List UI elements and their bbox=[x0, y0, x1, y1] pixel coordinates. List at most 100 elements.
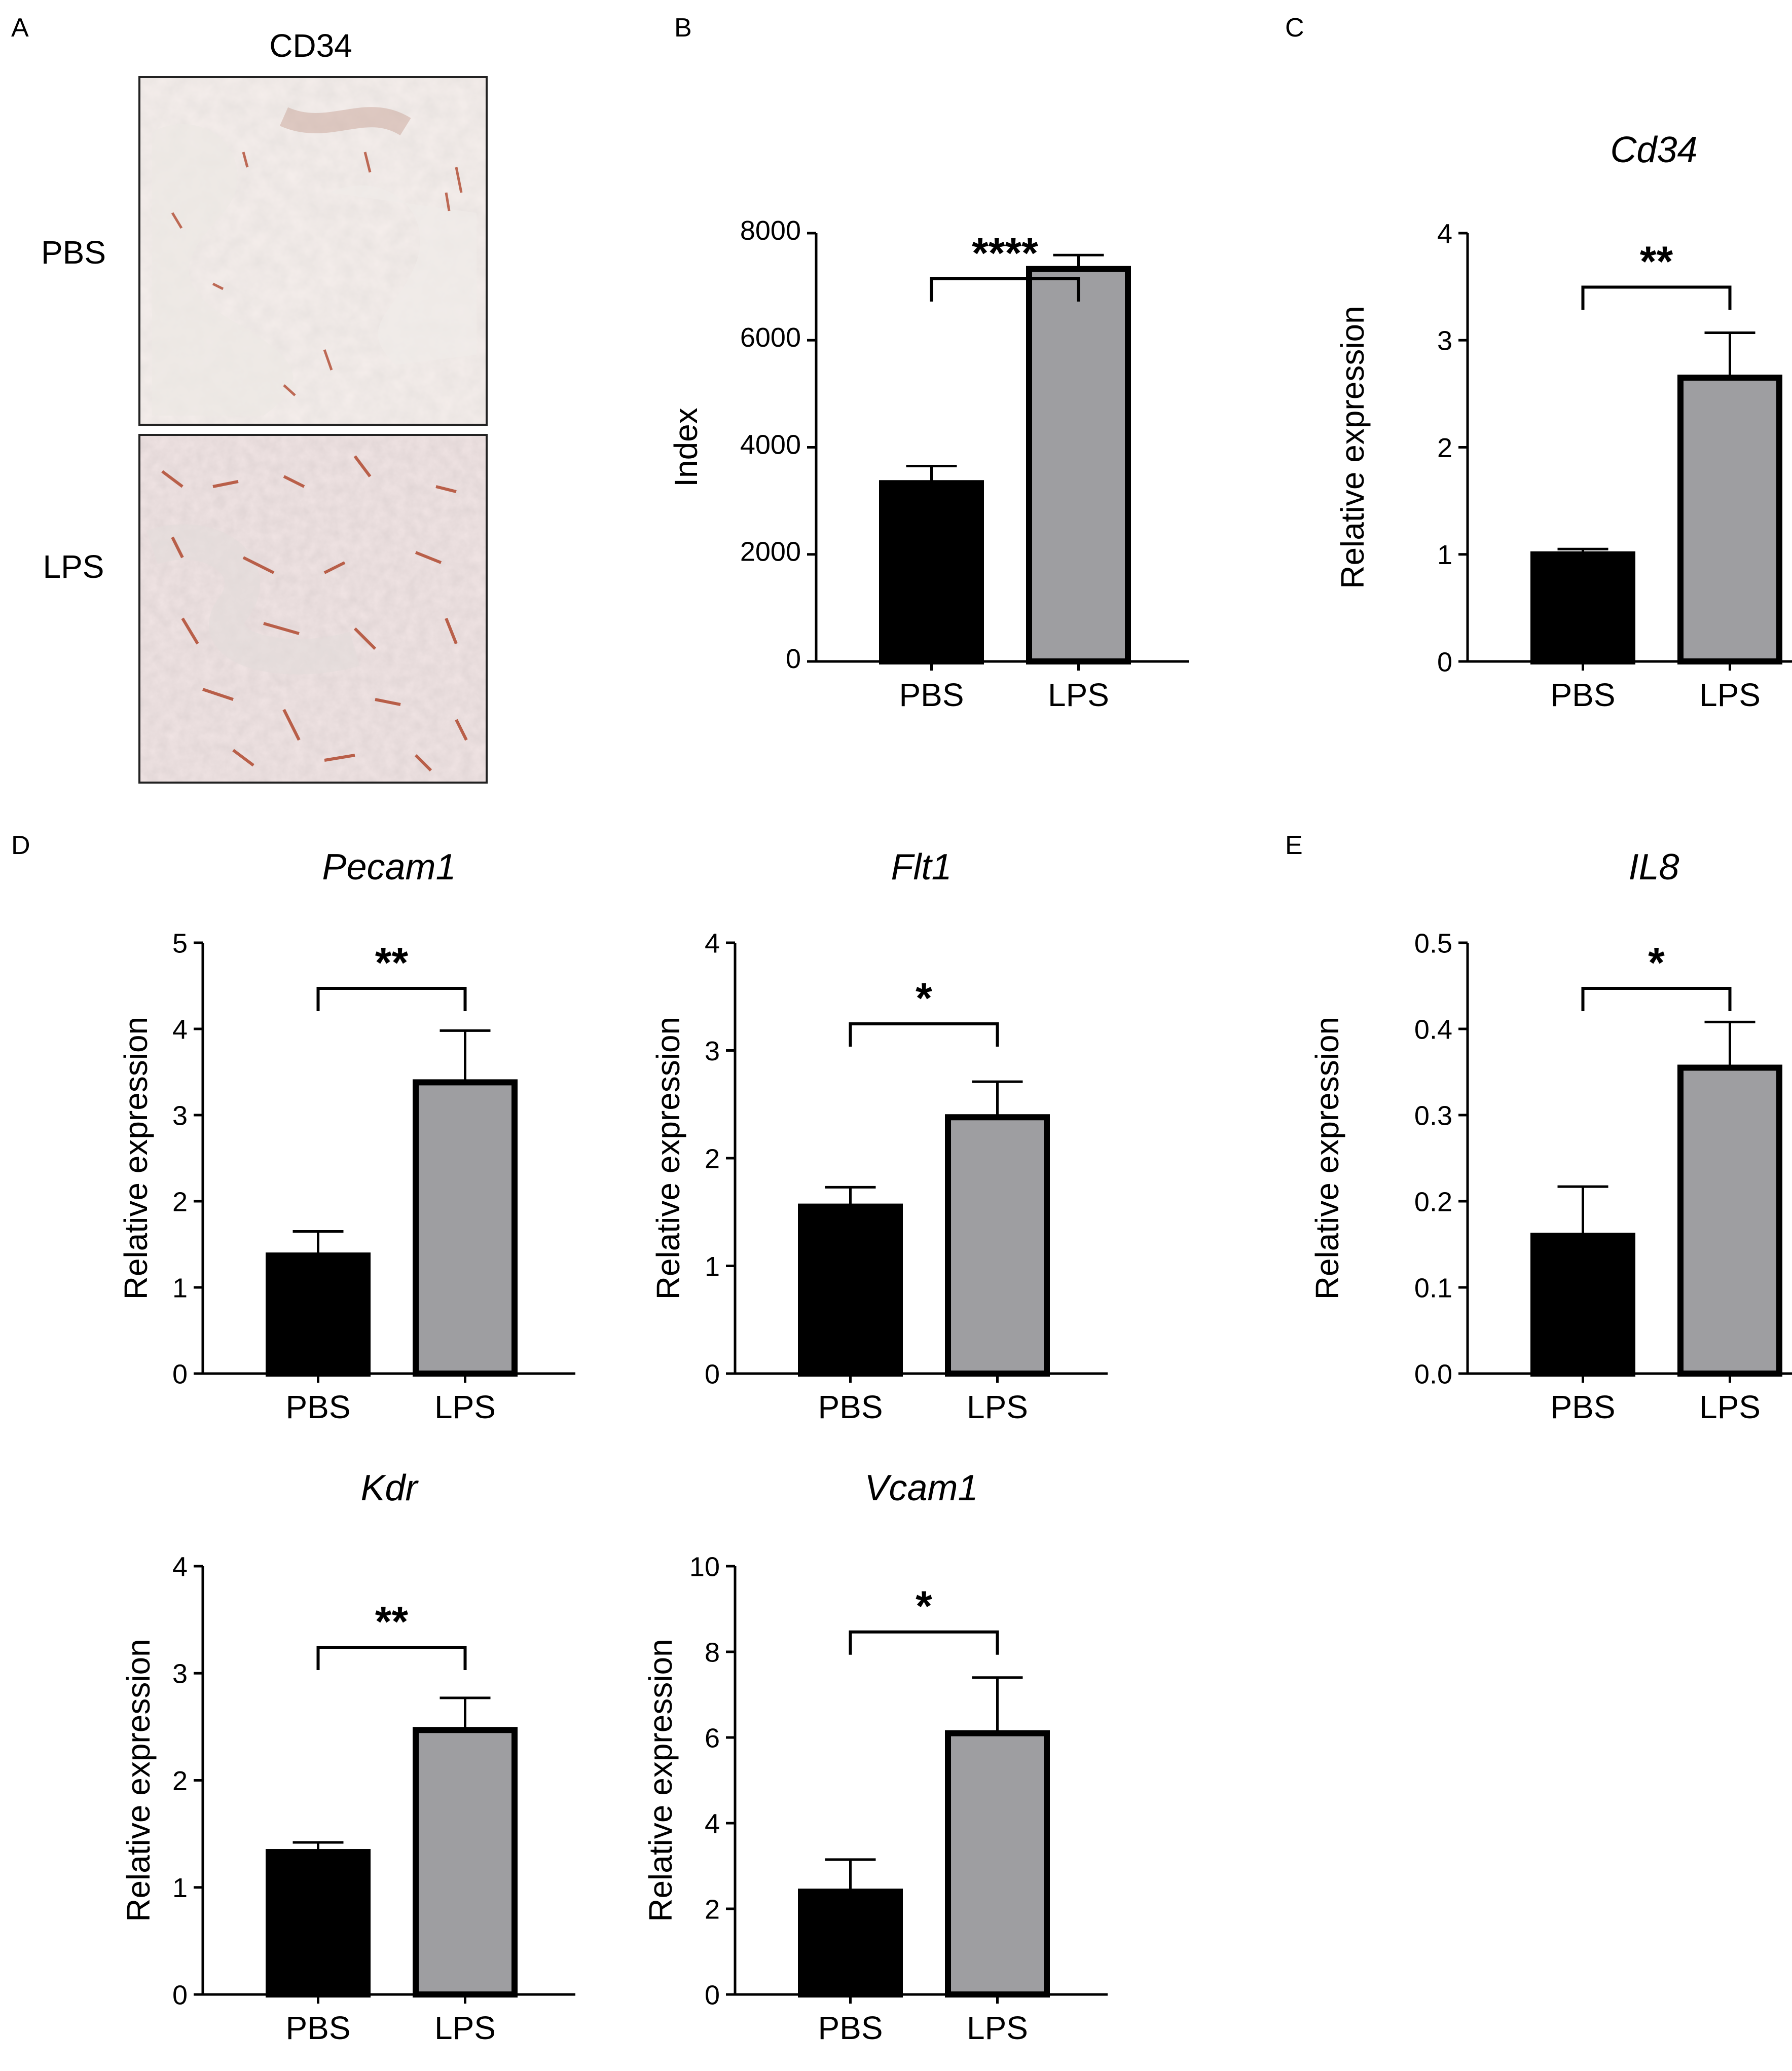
y-tick-label: 5 bbox=[172, 928, 188, 958]
y-tick-label: 0 bbox=[705, 1980, 720, 2010]
chart-title: Pecam1 bbox=[322, 847, 456, 887]
y-tick-label: 8 bbox=[705, 1637, 720, 1668]
y-axis-label: Relative expression bbox=[642, 1639, 679, 1922]
bar-lps bbox=[413, 1079, 518, 1377]
y-tick-label: 6 bbox=[705, 1723, 720, 1753]
panel-letter-e: E bbox=[1285, 831, 1303, 860]
chart-kdr: Kdr Relative expression 0 1 2 3 4 PBS LPS ** bbox=[120, 1468, 575, 2046]
y-tick-label: 2000 bbox=[740, 537, 801, 567]
significance-label: ** bbox=[375, 939, 409, 986]
bar-pbs bbox=[798, 1889, 903, 1998]
chart-title: Cd34 bbox=[1610, 130, 1697, 170]
x-tick-label: PBS bbox=[818, 1389, 883, 1425]
x-tick-label: LPS bbox=[434, 2010, 496, 2046]
y-axis-label: Relative expression bbox=[650, 1017, 686, 1300]
bar-lps bbox=[413, 1727, 518, 1998]
y-tick-label: 3 bbox=[705, 1036, 720, 1066]
significance-label: * bbox=[916, 974, 932, 1022]
y-tick-label: 6000 bbox=[740, 322, 801, 353]
y-tick-label: 4 bbox=[705, 1808, 720, 1839]
y-axis-label: Index bbox=[668, 408, 704, 487]
bar-pbs bbox=[1530, 551, 1635, 664]
significance-label: ** bbox=[1640, 237, 1673, 285]
chart-title: Kdr bbox=[360, 1468, 419, 1508]
x-tick-label: LPS bbox=[967, 2010, 1028, 2046]
y-tick-label: 2 bbox=[1437, 433, 1452, 463]
y-tick-label: 0 bbox=[786, 644, 801, 674]
significance-bracket bbox=[1581, 285, 1732, 310]
panel-letter-a: A bbox=[11, 13, 29, 43]
bar-lps bbox=[1677, 375, 1782, 664]
micrograph-pbs bbox=[138, 76, 488, 426]
y-tick-label: 4 bbox=[172, 1014, 188, 1045]
micrograph-column-label: CD34 bbox=[269, 27, 352, 64]
significance-bracket bbox=[316, 1646, 467, 1670]
y-tick-label: 0.2 bbox=[1414, 1187, 1452, 1217]
y-tick-label: 2 bbox=[172, 1766, 188, 1796]
y-tick-label: 8000 bbox=[740, 215, 801, 246]
panel-letter-b: B bbox=[674, 13, 692, 43]
x-tick-label: PBS bbox=[285, 2010, 350, 2046]
bar-pbs bbox=[266, 1252, 371, 1377]
chart-flt1: Flt1 Relative expression 0 1 2 3 4 PBS LPS * bbox=[650, 847, 1108, 1425]
y-tick-label: 4 bbox=[1437, 218, 1452, 249]
y-tick-label: 0.5 bbox=[1414, 928, 1452, 958]
significance-label: * bbox=[1648, 939, 1665, 986]
panel-letter-c: C bbox=[1285, 13, 1304, 43]
y-tick-label: 10 bbox=[689, 1551, 720, 1582]
bar-pbs bbox=[879, 480, 984, 664]
y-tick-label: 0 bbox=[1437, 647, 1452, 677]
bar-lps bbox=[1026, 266, 1131, 664]
x-tick-label: PBS bbox=[818, 2010, 883, 2046]
significance-bracket bbox=[316, 987, 467, 1011]
y-axis-label: Relative expression bbox=[120, 1639, 157, 1922]
significance-label: ** bbox=[375, 1598, 409, 1645]
significance-bracket bbox=[1581, 987, 1732, 1011]
panel-letter-d: D bbox=[11, 831, 30, 860]
y-tick-label: 1 bbox=[172, 1873, 188, 1903]
y-tick-label: 3 bbox=[172, 1659, 188, 1689]
y-tick-label: 0 bbox=[705, 1359, 720, 1389]
x-tick-label: LPS bbox=[967, 1389, 1028, 1425]
significance-label: **** bbox=[972, 229, 1038, 277]
y-tick-label: 0.0 bbox=[1414, 1359, 1452, 1389]
chart-title: IL8 bbox=[1628, 847, 1679, 887]
y-tick-label: 0.3 bbox=[1414, 1100, 1452, 1131]
bar-lps bbox=[945, 1114, 1050, 1377]
y-tick-label: 1 bbox=[1437, 540, 1452, 570]
chart-il8: IL8 Relative expression 0.0 0.1 0.2 0.3 0.4 0.5… bbox=[1309, 847, 1792, 1425]
y-tick-label: 2 bbox=[172, 1187, 188, 1217]
y-axis-label: Relative expression bbox=[118, 1017, 154, 1300]
x-tick-label: LPS bbox=[1699, 1389, 1761, 1425]
chart-cd34: Cd34 Relative expression 0 1 2 3 4 PBS LPS ** bbox=[1334, 130, 1792, 713]
y-tick-label: 0 bbox=[172, 1359, 188, 1389]
significance-label: * bbox=[916, 1582, 932, 1630]
bar-lps bbox=[945, 1730, 1050, 1998]
x-tick-label: PBS bbox=[1550, 677, 1615, 713]
y-tick-label: 0.1 bbox=[1414, 1273, 1452, 1303]
significance-bracket bbox=[849, 1630, 999, 1655]
x-tick-label: PBS bbox=[1550, 1389, 1615, 1425]
y-tick-label: 0 bbox=[172, 1980, 188, 2010]
x-tick-label: LPS bbox=[434, 1389, 496, 1425]
y-tick-label: 3 bbox=[172, 1100, 188, 1131]
y-axis-label: Relative expression bbox=[1309, 1017, 1345, 1300]
y-tick-label: 0.4 bbox=[1414, 1014, 1452, 1045]
micrograph-row-label-lps: LPS bbox=[43, 548, 104, 585]
micrograph-lps bbox=[138, 434, 488, 784]
micrograph-panel: CD34 PBS LPS bbox=[41, 27, 488, 784]
x-tick-label: LPS bbox=[1699, 677, 1761, 713]
micrograph-row-label-pbs: PBS bbox=[41, 234, 106, 271]
y-tick-label: 4000 bbox=[740, 429, 801, 460]
chart-pecam1: Pecam1 Relative expression 0 1 2 3 4 5 PBS LPS ** bbox=[118, 847, 575, 1425]
bar-pbs bbox=[1530, 1233, 1635, 1377]
bar-pbs bbox=[266, 1849, 371, 1998]
chart-vcam1: Vcam1 Relative expression 0 2 4 6 8 10 PBS LPS * bbox=[642, 1468, 1108, 2046]
x-tick-label: PBS bbox=[899, 677, 964, 713]
y-tick-label: 1 bbox=[705, 1251, 720, 1282]
x-tick-label: LPS bbox=[1048, 677, 1109, 713]
bar-lps bbox=[1677, 1064, 1782, 1377]
y-tick-label: 2 bbox=[705, 1143, 720, 1174]
y-tick-label: 3 bbox=[1437, 326, 1452, 356]
